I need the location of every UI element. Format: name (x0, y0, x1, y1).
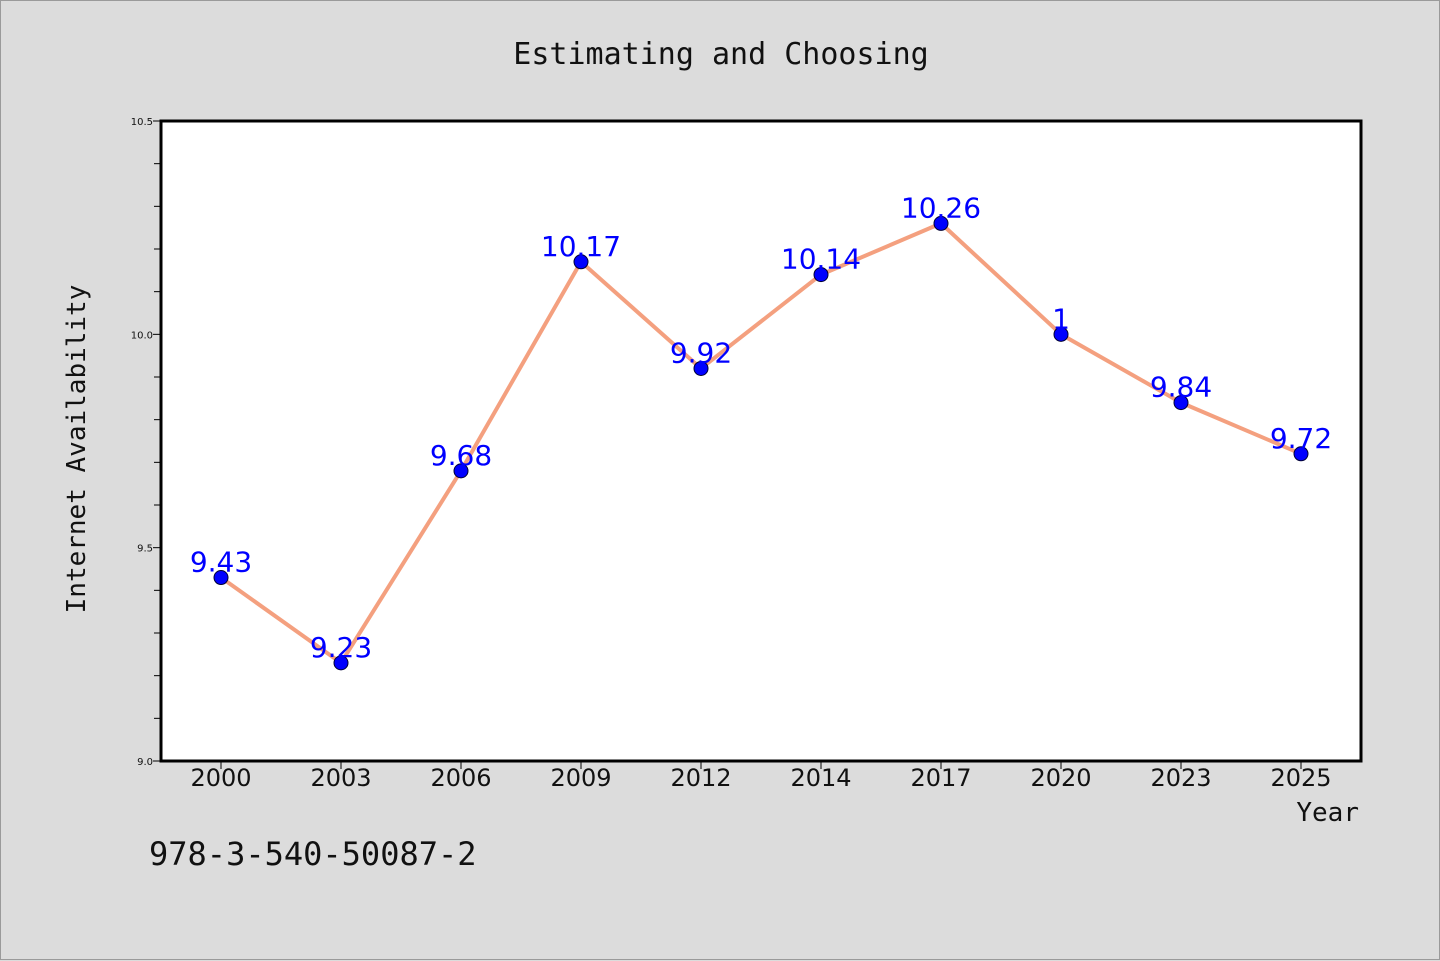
data-point (573, 254, 589, 270)
series-layer: 9.43 9.23 9.68 10.17 9.92 10.14 10.26 1 9.84 9.72 (190, 191, 1332, 671)
data-label: 9.68 (430, 439, 492, 472)
data-point (1293, 446, 1309, 462)
data-point (813, 267, 829, 283)
x-tick-label: 2020 (1030, 764, 1091, 792)
x-tick-label: 2006 (430, 764, 491, 792)
data-point (693, 360, 709, 376)
data-point (1053, 326, 1069, 342)
x-tick-label: 2023 (1150, 764, 1211, 792)
data-point (213, 570, 229, 586)
data-point (453, 463, 469, 479)
x-tick-label: 2000 (190, 764, 251, 792)
data-label: 9.23 (310, 631, 372, 664)
y-tick-label: 10.0 (131, 330, 153, 341)
data-label: 9.72 (1270, 422, 1332, 455)
x-tick-label: 2009 (550, 764, 611, 792)
y-axis: 9.0 9.5 10.0 10.5 (131, 117, 161, 768)
plot-area (159, 119, 1363, 763)
data-label: 1 (1052, 302, 1070, 335)
data-point (933, 215, 949, 231)
x-tick-label: 2014 (790, 764, 851, 792)
data-label: 10.26 (901, 191, 981, 224)
data-label: 10.14 (781, 243, 861, 276)
x-axis-label: Year (1296, 798, 1359, 828)
data-label: 9.84 (1150, 371, 1212, 404)
x-tick-label: 2017 (910, 764, 971, 792)
y-tick-label: 10.5 (131, 117, 153, 128)
data-label: 10.17 (541, 230, 621, 263)
data-point (333, 655, 349, 671)
x-tick-label: 2003 (310, 764, 371, 792)
y-tick-label: 9.0 (137, 757, 153, 768)
data-point (1173, 395, 1189, 411)
data-label: 9.43 (190, 546, 252, 579)
x-axis: 2000 2003 2006 2009 2012 2014 2017 2020 2023 2025 (190, 761, 1332, 792)
data-label: 9.92 (670, 336, 732, 369)
x-tick-label: 2025 (1270, 764, 1331, 792)
y-axis-label: Internet Availability (62, 285, 92, 614)
series-line (219, 221, 1303, 665)
y-tick-label: 9.5 (137, 544, 153, 555)
chart-title: Estimating and Choosing (513, 37, 928, 72)
x-tick-label: 2012 (670, 764, 731, 792)
isbn-text: 978-3-540-50087-2 (149, 835, 477, 873)
